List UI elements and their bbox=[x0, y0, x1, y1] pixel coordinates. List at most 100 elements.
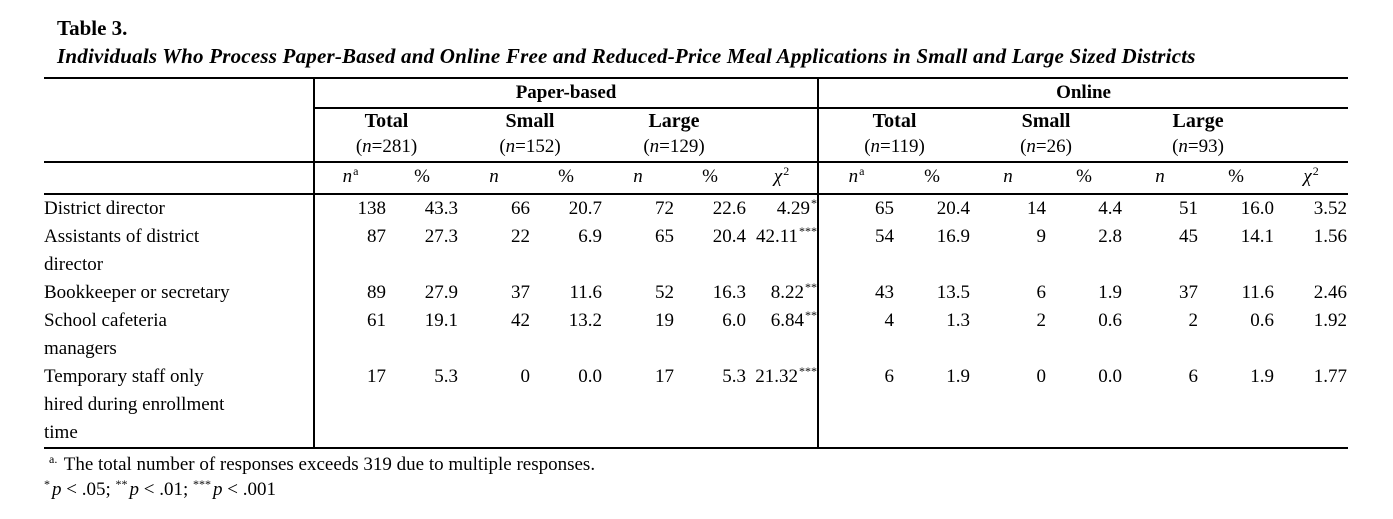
colhead-n: n bbox=[602, 162, 674, 195]
table-row: Assistants of district director 87 27.3 … bbox=[44, 223, 1348, 279]
cell-pct: 1.9 bbox=[894, 363, 971, 449]
section-header-row: Paper-based Online bbox=[44, 77, 1349, 109]
cell-pct: 0.0 bbox=[530, 363, 602, 449]
row-label-line: director bbox=[44, 254, 104, 275]
spacer-cell bbox=[1274, 108, 1349, 163]
row-label-line: Assistants of district bbox=[44, 226, 200, 247]
table-row: District director 138 43.3 66 20.7 72 22… bbox=[44, 194, 1348, 223]
page-subtitle: Individuals Who Process Paper-Based and … bbox=[57, 44, 1196, 68]
cell-n: 37 bbox=[511, 282, 530, 303]
cell-pct: 1.9 bbox=[1098, 282, 1123, 303]
column-header-row: na % n % n % χ2 na % n % n % χ2 bbox=[44, 162, 1349, 195]
colhead-n: na bbox=[313, 162, 386, 195]
colhead-n: na bbox=[817, 162, 895, 195]
cell-pct: 13.2 bbox=[568, 310, 602, 331]
cell-chi-square: 1.56 bbox=[1313, 226, 1348, 247]
cell-chi-square: 21.32*** bbox=[746, 363, 819, 449]
subgroup-n: (n=93) bbox=[1172, 136, 1224, 157]
row-label: Assistants of district director bbox=[44, 223, 314, 279]
subgroup-header-row: Total (n=281) Small (n=152) Large (n=129… bbox=[44, 108, 1349, 163]
cell-pct: 20.4 bbox=[712, 226, 746, 247]
cell-pct: 16.3 bbox=[712, 282, 746, 303]
cell-pct: 6.9 bbox=[578, 226, 602, 247]
footnotes: a. The total number of responses exceeds… bbox=[44, 452, 1393, 502]
cell-pct: 0.6 bbox=[1098, 310, 1123, 331]
cell-pct: 19.1 bbox=[424, 310, 458, 331]
cell-n: 14 bbox=[1027, 198, 1047, 219]
cell-pct: 16.9 bbox=[936, 226, 971, 247]
cell-n: 54 bbox=[817, 223, 895, 279]
subgroup-large-online: Large (n=93) bbox=[1122, 108, 1275, 163]
cell-n: 9 bbox=[1036, 226, 1047, 247]
cell-chi-square: 3.52 bbox=[1313, 198, 1348, 219]
cell-n: 51 bbox=[1179, 198, 1199, 219]
row-label-line: School cafeteria bbox=[44, 310, 167, 331]
cell-pct: 20.4 bbox=[936, 198, 971, 219]
subgroup-total-online: Total (n=119) bbox=[817, 108, 971, 163]
cell-n: 0 bbox=[458, 363, 530, 449]
cell-n: 17 bbox=[313, 363, 386, 449]
footnote-a: a. The total number of responses exceeds… bbox=[49, 451, 596, 475]
cell-n: 6 bbox=[1122, 363, 1199, 449]
cell-pct: 2.8 bbox=[1098, 226, 1123, 247]
cell-chi-square: 42.11*** bbox=[755, 223, 818, 247]
cell-n: 43 bbox=[817, 279, 895, 307]
colhead-pct: % bbox=[674, 162, 746, 195]
colhead-n: n bbox=[458, 162, 530, 195]
row-label: Temporary staff only hired during enroll… bbox=[44, 363, 314, 449]
cell-chi-square: 8.22** bbox=[770, 279, 818, 303]
subgroup-n: (n=129) bbox=[643, 136, 705, 157]
subgroup-name: Total bbox=[872, 110, 917, 132]
cell-n: 87 bbox=[313, 223, 386, 279]
cell-pct: 16.0 bbox=[1240, 198, 1275, 219]
cell-pct: 14.1 bbox=[1240, 226, 1275, 247]
row-label-line: time bbox=[44, 422, 78, 443]
meal-applications-table: Paper-based Online Total (n=281) Small (… bbox=[44, 77, 1349, 449]
blank-cell bbox=[44, 162, 314, 195]
section-header-online: Online bbox=[817, 77, 1349, 109]
subgroup-n: (n=152) bbox=[499, 136, 561, 157]
cell-n: 45 bbox=[1179, 226, 1199, 247]
section-header-paper: Paper-based bbox=[312, 77, 819, 109]
cell-pct: 20.7 bbox=[568, 198, 602, 219]
cell-pct: 11.6 bbox=[569, 282, 602, 303]
cell-n: 2 bbox=[1036, 310, 1047, 331]
footnote-significance: * p < .05; ** p < .01; *** p < .001 bbox=[44, 476, 276, 500]
subgroup-n: (n=281) bbox=[355, 136, 418, 157]
cell-pct: 22.6 bbox=[712, 198, 746, 219]
cell-n: 19 bbox=[655, 310, 674, 331]
cell-pct: 5.3 bbox=[674, 363, 746, 449]
corner-blank-cell bbox=[44, 77, 314, 108]
cell-n: 72 bbox=[655, 198, 674, 219]
cell-n: 138 bbox=[313, 194, 386, 223]
cell-n: 6 bbox=[817, 363, 895, 449]
cell-n: 65 bbox=[817, 194, 895, 223]
row-label: District director bbox=[44, 194, 314, 223]
colhead-pct: % bbox=[1198, 162, 1275, 195]
row-label: Bookkeeper or secretary bbox=[44, 279, 314, 307]
cell-chi-square: 2.46 bbox=[1313, 282, 1348, 303]
cell-n: 37 bbox=[1179, 282, 1199, 303]
subgroup-name: Large bbox=[648, 110, 700, 132]
colhead-pct: % bbox=[894, 162, 971, 195]
colhead-chi-square: χ2 bbox=[746, 162, 819, 195]
row-label-line: managers bbox=[44, 338, 117, 359]
cell-n: 42 bbox=[511, 310, 530, 331]
colhead-chi-square: χ2 bbox=[1274, 162, 1349, 195]
row-label-line: Bookkeeper or secretary bbox=[44, 282, 230, 303]
cell-n: 66 bbox=[511, 198, 530, 219]
table-row: Bookkeeper or secretary 89 27.9 37 11.6 … bbox=[44, 279, 1348, 307]
cell-pct: 27.3 bbox=[424, 226, 458, 247]
colhead-pct: % bbox=[530, 162, 602, 195]
cell-n: 52 bbox=[655, 282, 674, 303]
cell-pct: 5.3 bbox=[386, 363, 458, 449]
row-label-line: District director bbox=[44, 198, 165, 219]
table-row: School cafeteria managers 61 19.1 42 13.… bbox=[44, 307, 1348, 363]
subgroup-small-online: Small (n=26) bbox=[970, 108, 1123, 163]
cell-n: 89 bbox=[313, 279, 386, 307]
spacer-cell bbox=[746, 108, 819, 163]
cell-pct: 1.9 bbox=[1198, 363, 1275, 449]
colhead-pct: % bbox=[1046, 162, 1123, 195]
cell-n: 65 bbox=[655, 226, 674, 247]
row-label: School cafeteria managers bbox=[44, 307, 314, 363]
